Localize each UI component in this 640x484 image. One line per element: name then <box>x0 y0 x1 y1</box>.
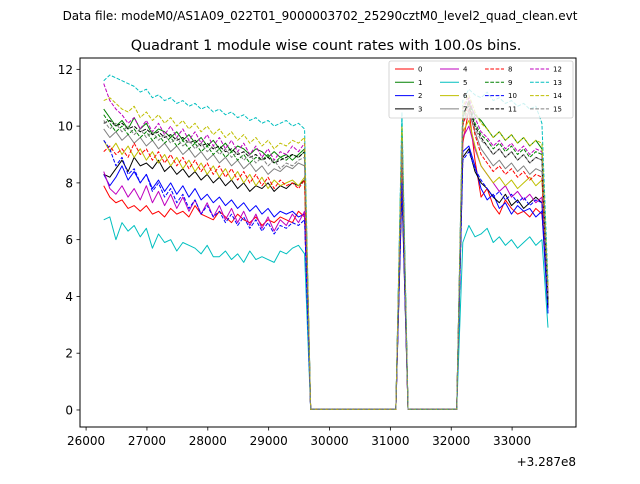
legend-label-4: 4 <box>463 66 468 74</box>
series-line-2 <box>103 145 549 410</box>
legend-label-15: 15 <box>553 105 562 113</box>
y-tick-label: 4 <box>65 290 73 304</box>
y-tick-label: 12 <box>58 63 73 77</box>
legend-label-11: 11 <box>508 105 517 113</box>
x-tick-label: 31000 <box>371 434 409 448</box>
y-tick-label: 2 <box>65 347 73 361</box>
y-tick-label: 10 <box>58 120 73 134</box>
x-tick-label: 29000 <box>250 434 288 448</box>
legend-label-7: 7 <box>463 105 467 113</box>
series-line-9 <box>103 100 549 410</box>
legend-label-2: 2 <box>418 92 422 100</box>
legend-label-5: 5 <box>463 79 467 87</box>
series-line-0 <box>103 108 549 410</box>
y-axis: 0 2 4 6 8 10 12 <box>58 63 80 417</box>
legend-label-3: 3 <box>418 105 422 113</box>
legend-label-9: 9 <box>508 79 512 87</box>
x-axis: 26000 27000 28000 29000 30000 31000 32000 33000 <box>67 427 531 448</box>
x-offset-label: +3.287e8 <box>517 455 576 469</box>
series-line-15 <box>103 108 549 410</box>
figure-suptitle: Data file: modeM0/AS1A09_022T01_90000037… <box>63 9 578 23</box>
legend-label-13: 13 <box>553 79 562 87</box>
series-line-12 <box>103 83 549 410</box>
legend-label-10: 10 <box>508 92 517 100</box>
series-line-11 <box>103 105 549 410</box>
series-line-8 <box>103 100 549 410</box>
series-line-5 <box>103 119 549 410</box>
axes-frame <box>79 57 577 428</box>
series-line-7 <box>103 111 549 410</box>
y-tick-label: 0 <box>65 403 73 417</box>
x-tick-label: 26000 <box>67 434 105 448</box>
series-line-10 <box>103 140 549 410</box>
legend-frame <box>388 60 574 119</box>
legend-label-12: 12 <box>553 66 562 74</box>
legend-label-6: 6 <box>463 92 468 100</box>
legend-label-1: 1 <box>418 79 422 87</box>
y-tick-label: 6 <box>65 233 73 247</box>
legend-label-14: 14 <box>553 92 562 100</box>
x-tick-label: 33000 <box>493 434 531 448</box>
series-line-14 <box>103 94 549 410</box>
y-tick-label: 8 <box>65 176 73 190</box>
x-tick-label: 32000 <box>432 434 470 448</box>
plot-lines <box>103 74 549 410</box>
x-tick-label: 27000 <box>128 434 166 448</box>
chart-title: Quadrant 1 module wise count rates with … <box>131 38 522 54</box>
x-tick-label: 30000 <box>310 434 348 448</box>
legend-label-8: 8 <box>508 66 512 74</box>
x-tick-label: 28000 <box>189 434 227 448</box>
series-line-6 <box>103 119 549 410</box>
legend-label-0: 0 <box>418 66 422 74</box>
